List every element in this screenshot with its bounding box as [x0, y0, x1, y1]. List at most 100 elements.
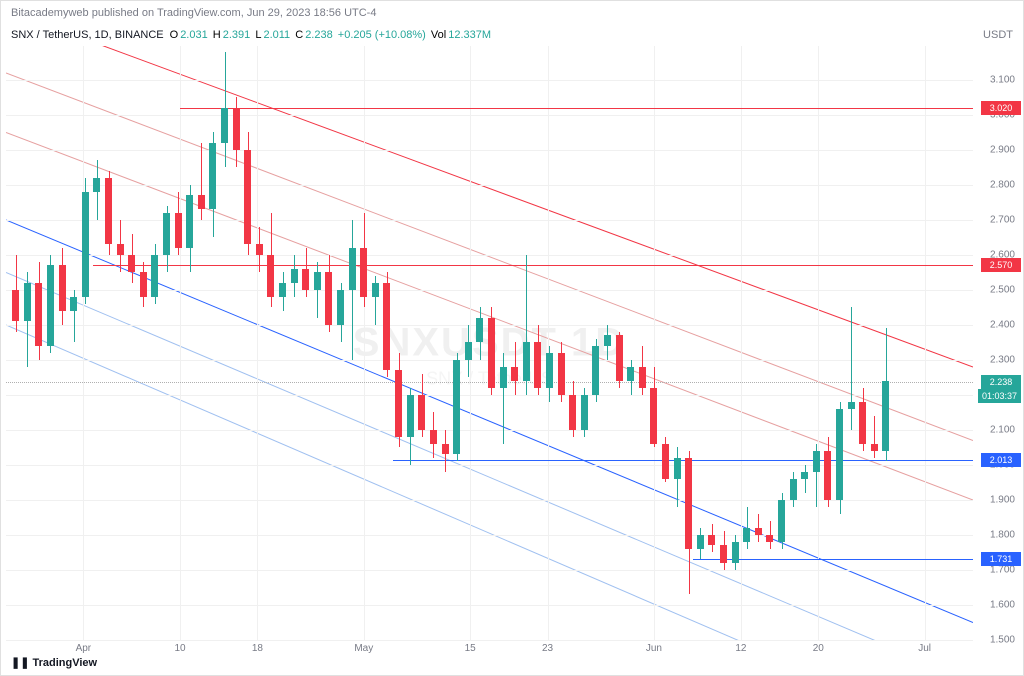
- time-tick: May: [354, 643, 373, 654]
- gridline-h: [6, 150, 973, 151]
- candle-body: [256, 244, 263, 255]
- candle-body: [581, 395, 588, 430]
- candle-body: [813, 451, 820, 472]
- candle-body: [801, 472, 808, 479]
- price-label: 1.731: [981, 552, 1021, 566]
- candle-body: [662, 444, 669, 479]
- price-tick: 1.900: [990, 494, 1015, 505]
- candle-body: [639, 367, 646, 388]
- candle-body: [244, 150, 251, 245]
- price-tick: 1.500: [990, 635, 1015, 646]
- candle-body: [604, 335, 611, 346]
- price-tick: 3.100: [990, 74, 1015, 85]
- candle-body: [546, 353, 553, 388]
- candle-body: [47, 265, 54, 346]
- pair-label: SNX / TetherUS, 1D, BINANCE: [11, 29, 164, 41]
- candle-body: [836, 409, 843, 500]
- gridline-h: [6, 535, 973, 536]
- price-label: 3.020: [981, 101, 1021, 115]
- price-label: 2.570: [981, 258, 1021, 272]
- candle-body: [360, 248, 367, 297]
- price-tick: 2.900: [990, 144, 1015, 155]
- candle-body: [267, 255, 274, 297]
- candle-body: [430, 430, 437, 444]
- h-val: 2.391: [223, 29, 251, 41]
- candle-body: [70, 297, 77, 311]
- candle-body: [302, 269, 309, 290]
- time-tick: Jul: [918, 643, 931, 654]
- candle-body: [465, 342, 472, 360]
- l-label: L: [255, 29, 261, 41]
- price-tick: 2.800: [990, 179, 1015, 190]
- gridline-h: [6, 185, 973, 186]
- candle-body: [523, 342, 530, 381]
- candle-body: [12, 290, 19, 322]
- candle-body: [442, 444, 449, 455]
- price-tick: 2.300: [990, 354, 1015, 365]
- candle-body: [407, 395, 414, 437]
- gridline-h: [6, 605, 973, 606]
- candle-body: [708, 535, 715, 546]
- candle-body: [720, 545, 727, 563]
- time-tick: Jun: [646, 643, 662, 654]
- publisher-text: Bitacademyweb published on TradingView.c…: [11, 7, 376, 19]
- price-tick: 2.700: [990, 214, 1015, 225]
- change-val: +0.205 (+10.08%): [338, 29, 426, 41]
- candle-body: [291, 269, 298, 283]
- candle-body: [175, 213, 182, 248]
- candle-body: [418, 395, 425, 430]
- candle-body: [279, 283, 286, 297]
- candle-body: [93, 178, 100, 192]
- candle-body: [488, 318, 495, 388]
- candle-body: [778, 500, 785, 542]
- gridline-v: [83, 46, 84, 640]
- candle-body: [395, 370, 402, 437]
- time-tick: 12: [735, 643, 746, 654]
- c-label: C: [295, 29, 303, 41]
- candle-body: [627, 367, 634, 381]
- time-axis[interactable]: Apr1018May1523Jun1220Jul: [6, 643, 973, 663]
- tradingview-logo: ❚❚ TradingView: [11, 656, 97, 669]
- candle-body: [117, 244, 124, 255]
- candle-body: [569, 395, 576, 430]
- price-axis[interactable]: 1.5001.6001.7001.8001.9002.0002.1002.200…: [973, 46, 1023, 640]
- chart-area[interactable]: SNXUSDT 1D SNX / TetherUS: [6, 46, 973, 640]
- time-tick: 15: [465, 643, 476, 654]
- candle-body: [140, 272, 147, 297]
- h-label: H: [213, 29, 221, 41]
- gridline-h: [6, 115, 973, 116]
- candle-body: [198, 195, 205, 209]
- candle-body: [511, 367, 518, 381]
- candle-body: [674, 458, 681, 479]
- candle-body: [186, 195, 193, 248]
- gridline-v: [818, 46, 819, 640]
- candle-body: [882, 381, 889, 451]
- time-tick: Apr: [76, 643, 92, 654]
- chart-container: Bitacademyweb published on TradingView.c…: [0, 0, 1024, 676]
- price-tick: 2.400: [990, 319, 1015, 330]
- candle-body: [732, 542, 739, 563]
- candle-body: [558, 353, 565, 395]
- candle-body: [24, 283, 31, 322]
- candle-body: [337, 290, 344, 325]
- candle-body: [209, 143, 216, 210]
- gridline-v: [654, 46, 655, 640]
- candle-body: [766, 535, 773, 542]
- candle-body: [616, 335, 623, 381]
- gridline-v: [180, 46, 181, 640]
- info-bar: SNX / TetherUS, 1D, BINANCE O2.031 H2.39…: [11, 29, 493, 41]
- candle-wick: [851, 307, 852, 430]
- candle-body: [59, 265, 66, 311]
- gridline-v: [925, 46, 926, 640]
- candle-wick: [352, 220, 353, 360]
- price-tick: 1.600: [990, 599, 1015, 610]
- o-val: 2.031: [180, 29, 208, 41]
- candle-body: [233, 108, 240, 150]
- candle-body: [650, 388, 657, 444]
- horizontal-level: [180, 108, 973, 109]
- candle-body: [105, 178, 112, 245]
- gridline-v: [257, 46, 258, 640]
- candle-body: [755, 528, 762, 535]
- price-tick: 1.800: [990, 529, 1015, 540]
- time-tick: 20: [813, 643, 824, 654]
